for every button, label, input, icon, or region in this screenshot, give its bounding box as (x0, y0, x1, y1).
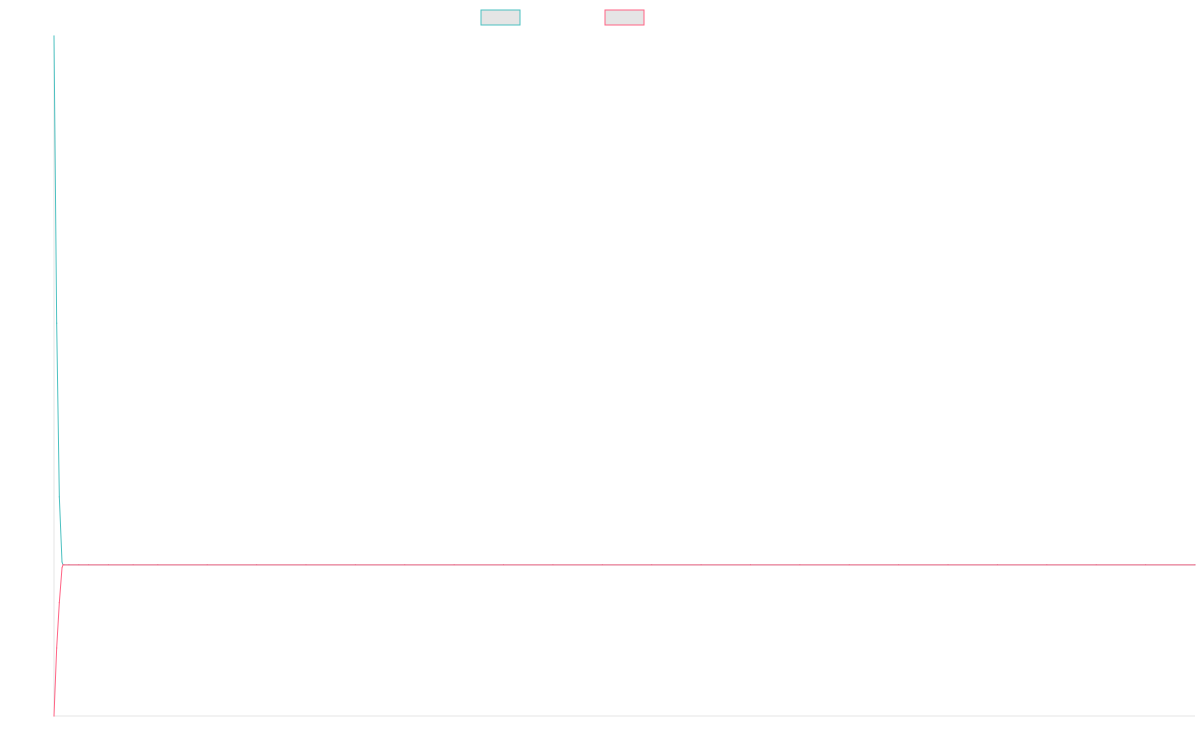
legend-item-2[interactable] (604, 9, 645, 26)
series-2-point[interactable] (58, 602, 60, 604)
series-2-point[interactable] (255, 564, 258, 566)
series-2-point[interactable] (68, 564, 70, 566)
series-2-point[interactable] (552, 564, 554, 566)
series-2-point[interactable] (61, 567, 63, 569)
series-1-line (53, 35, 1195, 566)
series-1-point[interactable] (58, 496, 60, 498)
series-2-point[interactable] (206, 564, 208, 566)
series-2-point[interactable] (848, 564, 850, 566)
series-2-point[interactable] (404, 564, 406, 566)
series-2-point[interactable] (898, 564, 900, 566)
series-2-point[interactable] (502, 564, 505, 566)
series-2-point[interactable] (53, 715, 55, 717)
series-2-point[interactable] (700, 564, 702, 566)
legend-swatch-2 (604, 9, 645, 26)
series-2-point[interactable] (62, 564, 64, 566)
series-1-point[interactable] (56, 322, 58, 324)
series-2-point[interactable] (107, 564, 110, 566)
series-2-point[interactable] (56, 647, 58, 649)
series-2-point[interactable] (157, 564, 159, 566)
legend-item-1[interactable] (480, 9, 521, 26)
series-2-point[interactable] (63, 564, 65, 566)
series-2-point[interactable] (88, 564, 90, 566)
series-2-point[interactable] (601, 564, 603, 566)
series-2-point[interactable] (1046, 564, 1048, 566)
series-2-point[interactable] (78, 564, 80, 566)
series-2-point[interactable] (1194, 564, 1196, 566)
series-2-point[interactable] (947, 564, 949, 566)
legend (480, 9, 645, 26)
series-2-point[interactable] (996, 564, 999, 566)
axes (53, 36, 1195, 717)
series-2-point[interactable] (132, 564, 134, 566)
series-2-point[interactable] (1095, 564, 1097, 566)
series-2-point[interactable] (651, 564, 653, 566)
series-2-point[interactable] (453, 564, 455, 566)
series-2-point[interactable] (354, 564, 356, 566)
series-2-point[interactable] (799, 564, 801, 566)
series-2-point[interactable] (749, 564, 752, 566)
series-2-point[interactable] (305, 564, 307, 566)
series-1-point[interactable] (53, 35, 55, 37)
series-1-point[interactable] (61, 561, 63, 563)
series-2-point[interactable] (1145, 564, 1147, 566)
series-layer (53, 35, 1196, 717)
series-2-line (53, 564, 1195, 717)
legend-swatch-1 (480, 9, 521, 26)
